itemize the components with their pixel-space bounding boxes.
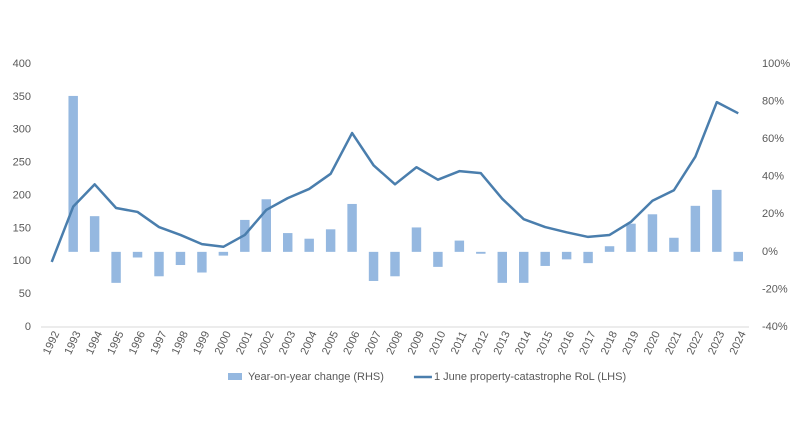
x-tick-label: 2010 bbox=[427, 329, 448, 356]
bar bbox=[540, 251, 550, 266]
bar bbox=[132, 251, 143, 258]
y-tick-label: 250 bbox=[13, 157, 31, 169]
bar bbox=[218, 251, 229, 256]
y-tick-label: 150 bbox=[13, 222, 31, 234]
bar bbox=[175, 251, 186, 266]
x-tick-label: 2015 bbox=[534, 329, 555, 356]
x-tick-label: 1996 bbox=[127, 329, 148, 356]
x-tick-label: 2021 bbox=[663, 329, 684, 356]
x-tick-label: 2019 bbox=[620, 329, 641, 356]
x-tick-label: 2004 bbox=[298, 329, 319, 356]
y-tick-label: 300 bbox=[13, 124, 31, 136]
x-tick-label: 2023 bbox=[706, 329, 727, 356]
bar bbox=[583, 251, 593, 264]
bar bbox=[111, 251, 121, 283]
bar bbox=[89, 216, 100, 252]
bar bbox=[304, 238, 314, 252]
bar bbox=[476, 251, 486, 254]
bar bbox=[347, 203, 357, 252]
y-tick-label: 0 bbox=[25, 321, 31, 333]
y2-tick-label: -20% bbox=[762, 283, 788, 295]
x-tick-label: 2022 bbox=[685, 329, 706, 356]
bar bbox=[690, 205, 701, 252]
x-tick-label: 2002 bbox=[256, 329, 277, 356]
y2-tick-label: -40% bbox=[762, 321, 788, 333]
x-tick-label: 2017 bbox=[577, 329, 598, 356]
bar bbox=[154, 251, 164, 277]
bar bbox=[669, 237, 679, 252]
x-tick-label: 1995 bbox=[105, 329, 126, 356]
x-tick-label: 1992 bbox=[41, 329, 62, 356]
bar bbox=[454, 240, 465, 252]
y2-tick-label: 60% bbox=[762, 133, 784, 145]
x-tick-label: 2008 bbox=[384, 329, 405, 356]
x-tick-label: 2006 bbox=[341, 329, 362, 356]
x-tick-label: 2003 bbox=[277, 329, 298, 356]
x-tick-label: 2000 bbox=[213, 329, 234, 356]
bar bbox=[712, 189, 722, 252]
x-tick-label: 1998 bbox=[170, 329, 191, 356]
x-tick-label: 2020 bbox=[642, 329, 663, 356]
bar bbox=[283, 233, 293, 252]
y-tick-label: 350 bbox=[13, 91, 31, 103]
x-tick-label: 1994 bbox=[84, 329, 105, 356]
x-tick-label: 1997 bbox=[148, 329, 169, 356]
x-tick-label: 2001 bbox=[234, 329, 255, 356]
y2-tick-label: 80% bbox=[762, 95, 784, 107]
x-tick-label: 2024 bbox=[728, 329, 749, 356]
legend-label: 1 June property-catastrophe RoL (LHS) bbox=[434, 371, 626, 383]
line bbox=[50, 100, 739, 263]
bar bbox=[368, 251, 379, 281]
x-tick-label: 2005 bbox=[320, 329, 341, 356]
legend-swatch bbox=[228, 373, 242, 380]
bar bbox=[261, 199, 271, 252]
x-tick-label: 1993 bbox=[62, 329, 83, 356]
x-tick-label: 2014 bbox=[513, 329, 534, 356]
bar bbox=[604, 246, 615, 252]
x-tick-label: 2011 bbox=[449, 330, 470, 357]
bar bbox=[411, 227, 422, 252]
bar bbox=[390, 251, 400, 277]
y2-tick-label: 0% bbox=[762, 246, 778, 258]
y2-tick-label: 20% bbox=[762, 208, 784, 220]
bar bbox=[519, 251, 529, 283]
y-tick-label: 400 bbox=[13, 58, 31, 70]
bar bbox=[733, 251, 743, 262]
x-tick-label: 2016 bbox=[556, 329, 577, 356]
bar bbox=[197, 251, 207, 273]
bar bbox=[561, 251, 572, 260]
bar bbox=[68, 95, 78, 252]
x-tick-label: 2018 bbox=[599, 329, 620, 356]
bar bbox=[497, 251, 507, 283]
bar bbox=[626, 223, 636, 252]
x-tick-label: 2009 bbox=[406, 329, 427, 356]
y2-tick-label: 40% bbox=[762, 171, 784, 183]
bar bbox=[325, 229, 336, 252]
x-tick-label: 2007 bbox=[363, 329, 384, 356]
x-tick-label: 1999 bbox=[191, 329, 212, 356]
y-tick-label: 200 bbox=[13, 189, 31, 201]
bar bbox=[433, 251, 443, 267]
legend-label: Year-on-year change (RHS) bbox=[248, 371, 384, 383]
x-tick-label: 2013 bbox=[492, 329, 513, 356]
x-tick-label: 2012 bbox=[470, 329, 491, 356]
y2-tick-label: 100% bbox=[762, 58, 790, 70]
bar bbox=[647, 214, 658, 252]
y-tick-label: 100 bbox=[13, 255, 31, 267]
y-tick-label: 50 bbox=[19, 288, 31, 300]
